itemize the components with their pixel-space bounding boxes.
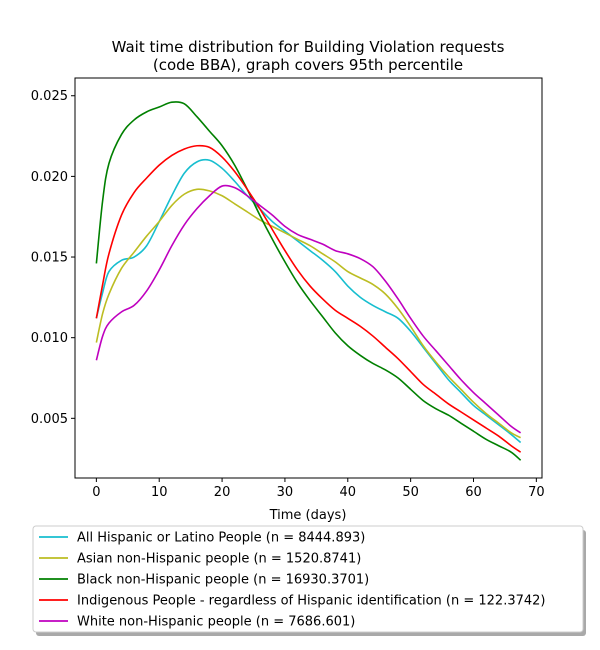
x-tick-label: 60 [465, 485, 482, 500]
x-tick-label: 30 [277, 485, 294, 500]
legend-entries: All Hispanic or Latino People (n = 8444.… [39, 531, 546, 630]
x-tick-label: 20 [214, 485, 231, 500]
legend-label-1: Asian non-Hispanic people (n = 1520.8741… [77, 552, 361, 567]
y-tick-label: 0.005 [31, 412, 68, 427]
x-tick-label: 50 [402, 485, 419, 500]
legend-label-2: Black non-Hispanic people (n = 16930.370… [77, 573, 369, 588]
y-tick-label: 0.025 [31, 89, 68, 104]
series-line-2 [95, 101, 522, 461]
legend: All Hispanic or Latino People (n = 8444.… [32, 525, 586, 636]
x-axis-label: Time (days) [269, 508, 347, 523]
x-tick-label: 70 [528, 485, 545, 500]
legend-box [32, 525, 584, 633]
x-tick-label: 40 [340, 485, 357, 500]
legend-label-3: Indigenous People - regardless of Hispan… [77, 594, 546, 609]
y-tick-label: 0.020 [31, 170, 68, 185]
x-axis: 0 10 20 30 40 50 60 70 [92, 478, 545, 500]
chart-title-line-1: Wait time distribution for Building Viol… [112, 38, 505, 56]
x-tick-label: 0 [92, 485, 100, 500]
y-tick-label: 0.010 [31, 331, 68, 346]
plot-series [95, 101, 522, 461]
series-line-1 [95, 188, 521, 439]
chart-title-line-2: (code BBA), graph covers 95th percentile [153, 56, 463, 74]
series-line-3 [95, 144, 522, 453]
plot-area-frame [74, 77, 543, 479]
series-line-0 [95, 158, 522, 444]
series-line-4 [95, 184, 522, 434]
legend-label-0: All Hispanic or Latino People (n = 8444.… [77, 531, 365, 546]
x-tick-label: 10 [151, 485, 168, 500]
legend-label-4: White non-Hispanic people (n = 7686.601) [77, 615, 355, 630]
y-tick-label: 0.015 [31, 251, 68, 266]
y-axis: 0.005 0.010 0.015 0.020 0.025 [31, 89, 75, 427]
